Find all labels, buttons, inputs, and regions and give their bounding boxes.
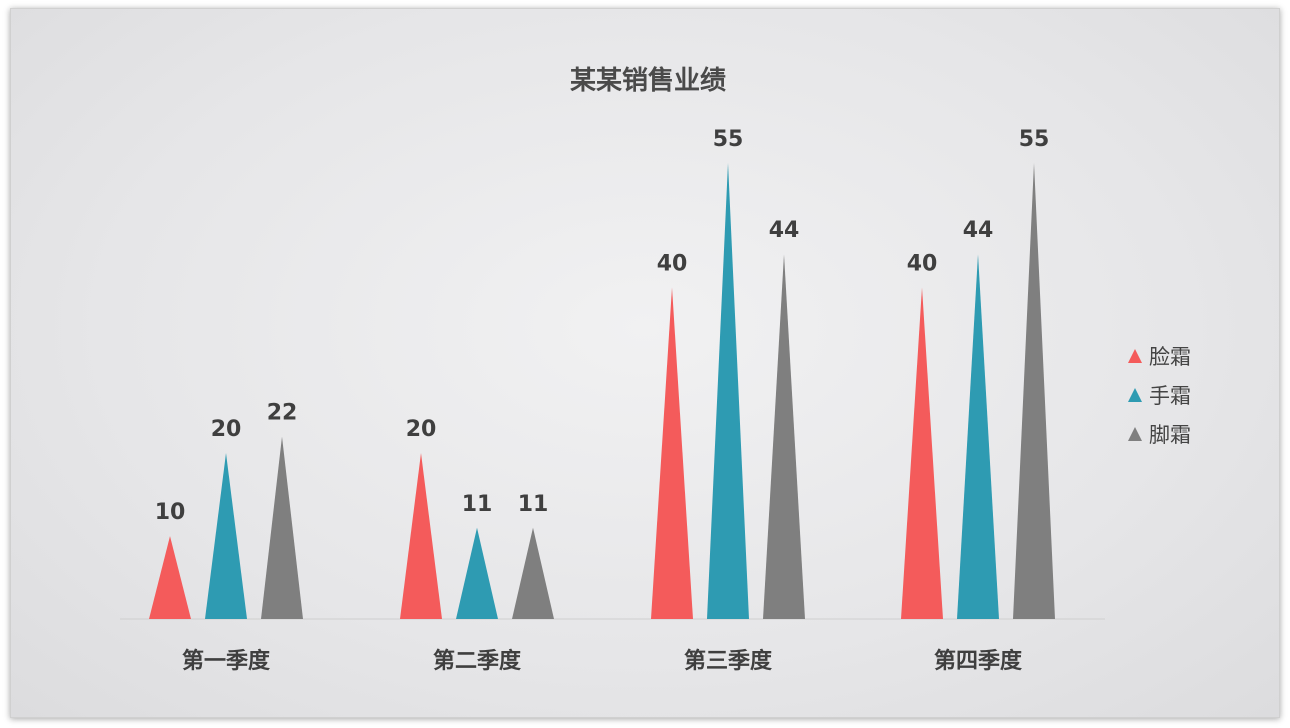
data-label-3-2: 55 (1019, 127, 1050, 152)
category-labels: 第一季度 第二季度 第三季度 第四季度 (182, 648, 1023, 674)
category-label-3: 第四季度 (934, 648, 1023, 674)
legend-marker-1 (1128, 388, 1142, 402)
bar-2-0 (651, 287, 693, 619)
legend-label-1: 手霜 (1149, 384, 1191, 408)
legend-label-0: 脸霜 (1149, 345, 1191, 369)
bar-1-0 (400, 453, 442, 619)
chart-title: 某某销售业绩 (570, 65, 726, 96)
bar-0-2 (261, 436, 303, 619)
legend-label-2: 脚霜 (1149, 423, 1191, 447)
bar-2-2 (763, 254, 805, 619)
data-label-1-2: 11 (518, 492, 549, 517)
bar-3-0 (901, 287, 943, 619)
legend-marker-0 (1128, 349, 1142, 363)
data-labels: 10 20 22 20 11 11 40 55 44 40 44 55 (155, 127, 1050, 525)
bar-1-1 (456, 527, 498, 619)
bar-0-0 (149, 536, 191, 619)
data-label-2-2: 44 (769, 218, 800, 243)
legend-marker-2 (1128, 427, 1142, 441)
data-label-0-0: 10 (155, 500, 186, 525)
bar-3-2 (1013, 163, 1055, 619)
data-label-2-1: 55 (713, 127, 744, 152)
bar-2-1 (707, 163, 749, 619)
category-label-2: 第三季度 (684, 648, 773, 674)
data-label-0-1: 20 (211, 417, 242, 442)
bar-1-2 (512, 527, 554, 619)
category-label-0: 第一季度 (182, 648, 271, 674)
bar-3-1 (957, 254, 999, 619)
data-label-2-0: 40 (657, 251, 688, 276)
data-label-1-0: 20 (406, 417, 437, 442)
bar-0-1 (205, 453, 247, 619)
data-label-3-0: 40 (907, 251, 938, 276)
data-label-0-2: 22 (267, 401, 298, 426)
data-label-1-1: 11 (462, 492, 493, 517)
data-label-3-1: 44 (963, 218, 994, 243)
category-label-1: 第二季度 (433, 648, 522, 674)
chart-marks (149, 163, 1055, 619)
